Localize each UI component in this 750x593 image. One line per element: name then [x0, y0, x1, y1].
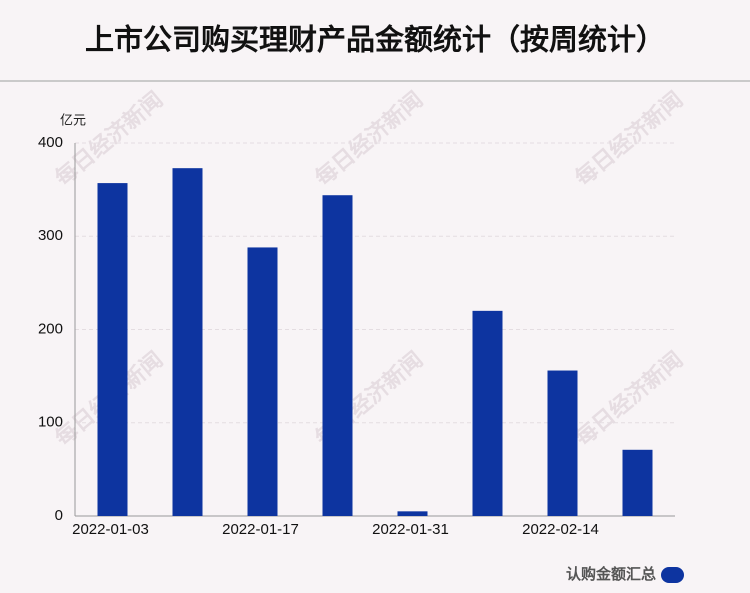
y-tick-label: 300 — [38, 227, 63, 244]
y-tick-label: 200 — [38, 320, 63, 337]
bar — [322, 195, 353, 516]
x-tick-label: 2022-01-31 — [372, 521, 449, 538]
bar — [547, 370, 578, 516]
bar — [622, 449, 653, 516]
bar — [397, 511, 428, 516]
chart-title: 上市公司购买理财产品金额统计（按周统计） — [85, 23, 665, 57]
y-tick-label: 400 — [38, 134, 63, 151]
x-tick-label: 2022-01-03 — [72, 521, 149, 538]
legend-label: 认购金额汇总 — [566, 565, 656, 583]
y-tick-label: 0 — [55, 507, 63, 524]
bar — [172, 168, 203, 517]
y-unit: 亿元 — [60, 112, 86, 127]
x-tick-label: 2022-02-14 — [522, 521, 599, 538]
y-tick-label: 100 — [38, 414, 63, 431]
legend-swatch — [661, 567, 684, 583]
bar — [247, 247, 278, 516]
bar — [97, 183, 128, 516]
x-tick-label: 2022-01-17 — [222, 521, 299, 538]
bar — [472, 310, 503, 516]
